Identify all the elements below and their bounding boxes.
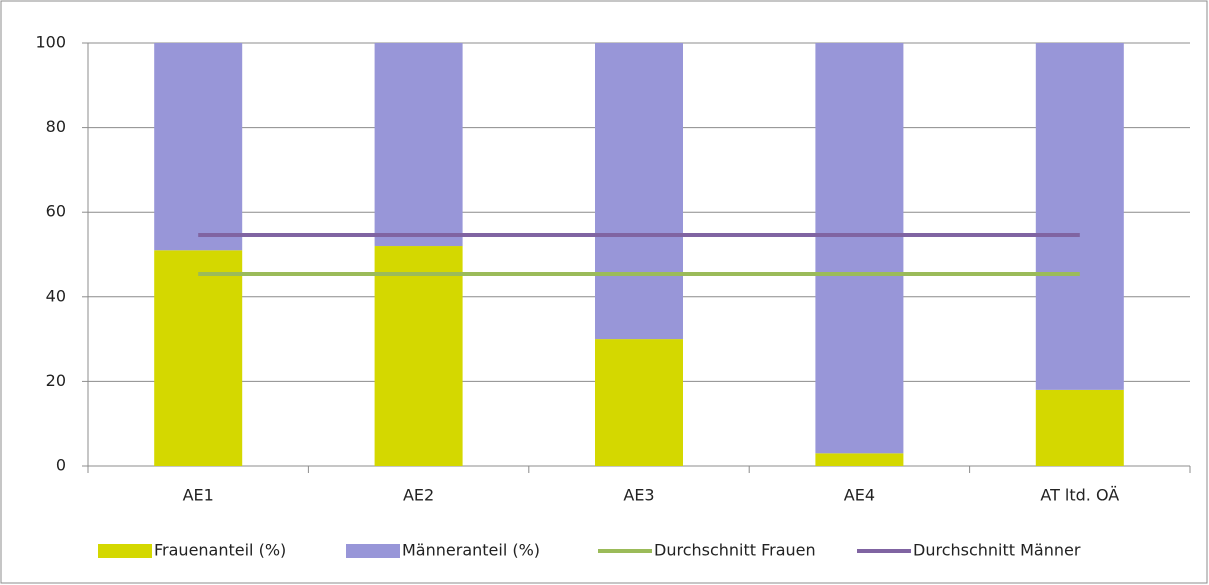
bar: [1035, 43, 1124, 390]
bar: [1035, 389, 1124, 466]
y-tick-label: 80: [46, 117, 66, 136]
bar: [595, 339, 683, 466]
legend-swatch: [98, 544, 152, 558]
bar: [374, 43, 463, 247]
legend-label: Durchschnitt Männer: [913, 541, 1081, 560]
y-tick-label: 0: [56, 456, 66, 475]
y-tick-label: 20: [46, 371, 66, 390]
y-tick-label: 40: [46, 286, 66, 305]
legend-swatch: [346, 544, 400, 558]
legend-label: Männeranteil (%): [402, 541, 540, 560]
x-tick-label: AE4: [844, 486, 875, 505]
x-tick-label: AT ltd. OÄ: [1040, 486, 1119, 505]
x-tick-label: AE3: [623, 486, 654, 505]
x-tick-label: AE2: [403, 486, 434, 505]
legend-label: Frauenanteil (%): [154, 541, 286, 560]
x-tick-label: AE1: [183, 486, 214, 505]
bar: [595, 43, 683, 340]
legend-label: Durchschnitt Frauen: [654, 541, 816, 560]
y-tick-label: 100: [35, 33, 66, 52]
bar: [154, 250, 243, 466]
bar: [374, 246, 463, 466]
bar: [815, 43, 904, 454]
bar: [815, 453, 904, 466]
y-tick-label: 60: [46, 202, 66, 221]
bar: [154, 43, 243, 251]
